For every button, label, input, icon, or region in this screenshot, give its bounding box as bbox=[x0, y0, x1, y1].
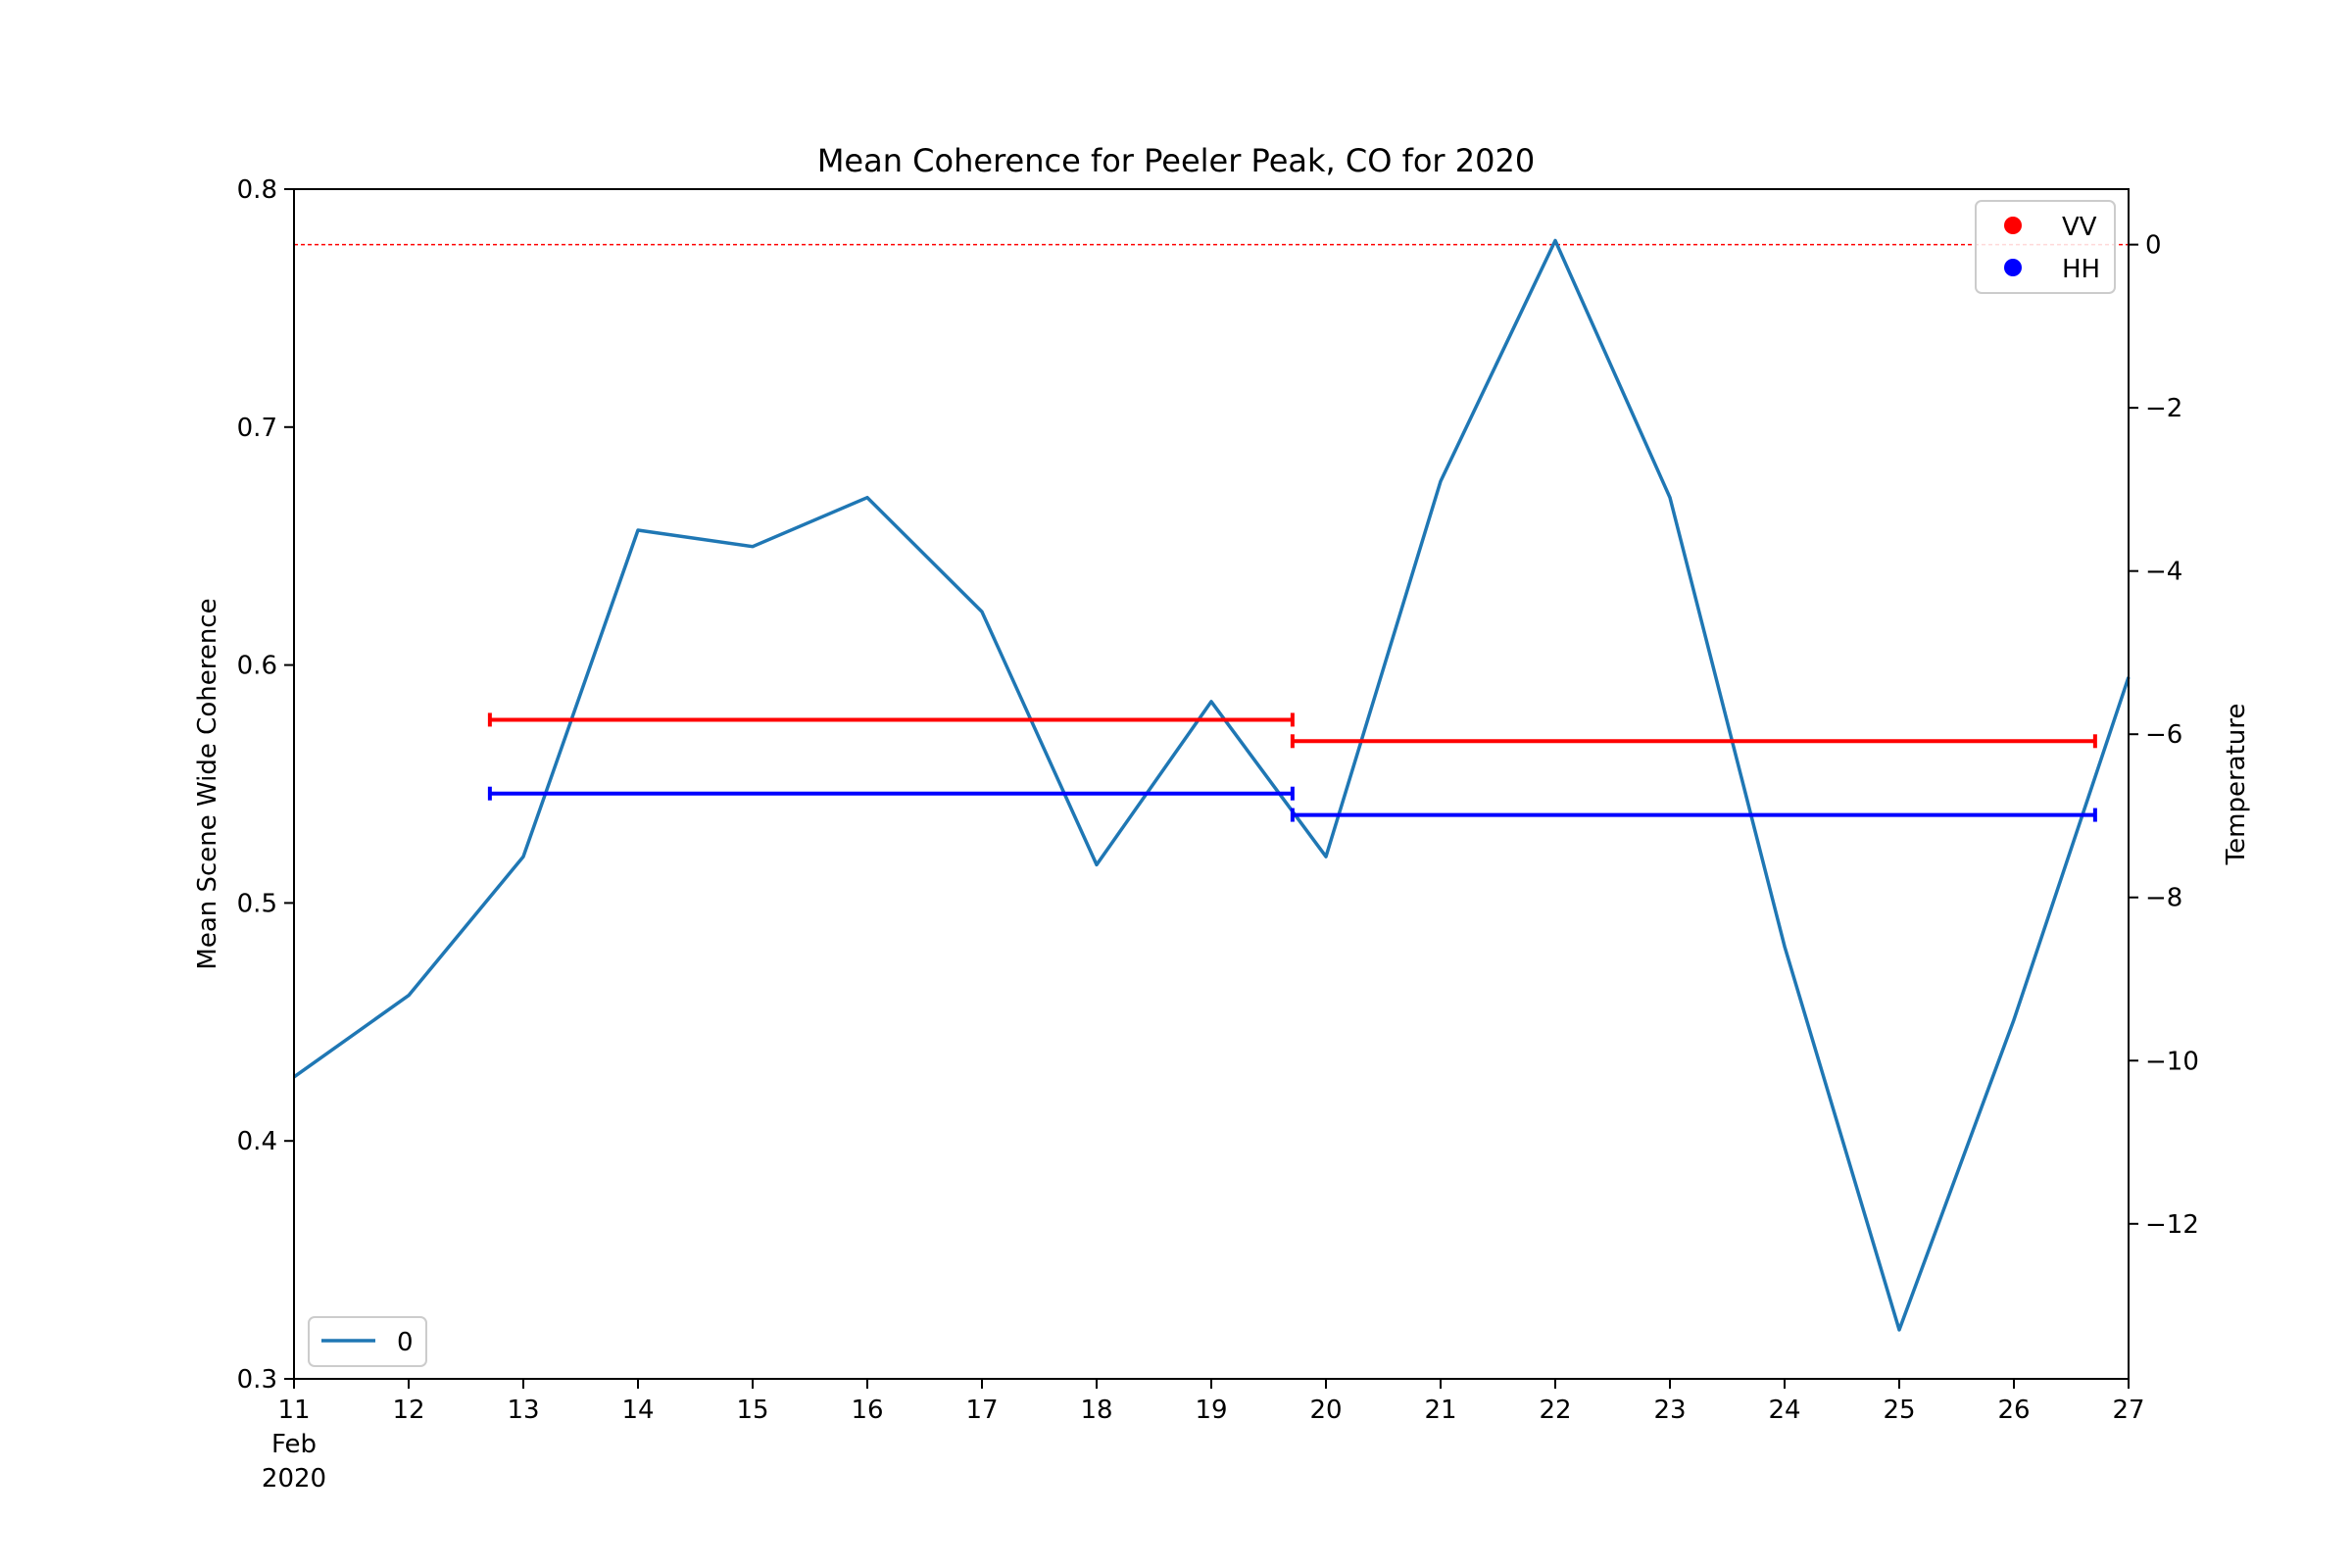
interval-hh bbox=[487, 786, 1295, 801]
interval-hh bbox=[1290, 808, 2097, 822]
y-axis-label-left: Mean Scene Wide Coherence bbox=[193, 598, 222, 969]
x-tick-label: 18 bbox=[1080, 1396, 1112, 1425]
y-axis-label-right: Temperature bbox=[2222, 704, 2251, 866]
y-tick-label-right: −12 bbox=[2145, 1210, 2199, 1240]
y-tick-label-left: 0.4 bbox=[237, 1127, 277, 1156]
x-tick-label: 22 bbox=[1539, 1396, 1571, 1425]
y-tick-label-right: −2 bbox=[2145, 394, 2182, 423]
temperature-series-line bbox=[292, 238, 2131, 1332]
y-tick-label-right: −10 bbox=[2145, 1047, 2199, 1076]
x-tick-label: 26 bbox=[1997, 1396, 2030, 1425]
y-tick-label-right: 0 bbox=[2145, 231, 2162, 261]
x-tick-label: 15 bbox=[736, 1396, 768, 1425]
y-tick-label-left: 0.5 bbox=[237, 889, 277, 918]
x-tick-label: 12 bbox=[392, 1396, 424, 1425]
x-tick-label: 2020 bbox=[262, 1464, 326, 1494]
interval-vv bbox=[1290, 734, 2097, 749]
x-tick-label: 16 bbox=[851, 1396, 883, 1425]
y-tick-label-left: 0.8 bbox=[237, 175, 277, 205]
legend-label: VV bbox=[2062, 213, 2097, 242]
legend-label: HH bbox=[2062, 255, 2100, 284]
x-tick-label: 19 bbox=[1195, 1396, 1227, 1425]
y-tick-label-left: 0.7 bbox=[237, 414, 277, 443]
x-tick-label: 11 bbox=[277, 1396, 310, 1425]
x-tick-label: 24 bbox=[1768, 1396, 1800, 1425]
legend-marker-vv bbox=[2004, 217, 2022, 234]
x-tick-label: 14 bbox=[621, 1396, 654, 1425]
chart-title: Mean Coherence for Peeler Peak, CO for 2… bbox=[817, 142, 1535, 179]
x-tick-label: Feb bbox=[271, 1430, 317, 1459]
x-tick-label: 23 bbox=[1653, 1396, 1686, 1425]
legend-lower-left: 0 bbox=[308, 1316, 427, 1367]
x-tick-label: 17 bbox=[965, 1396, 998, 1425]
y-tick-label-right: −6 bbox=[2145, 720, 2182, 750]
x-tick-label: 27 bbox=[2112, 1396, 2144, 1425]
y-tick-label-left: 0.3 bbox=[237, 1365, 277, 1395]
legend-upper-right: VV HH bbox=[1975, 200, 2116, 294]
x-tick-label: 13 bbox=[507, 1396, 539, 1425]
legend-marker-hh bbox=[2004, 259, 2022, 276]
plot-area: 11 Feb 2020 12 13 14 15 16 17 18 19 20 21 22 23 24 25 26 2… bbox=[237, 175, 2199, 1494]
y-tick-label-left: 0.6 bbox=[237, 652, 277, 681]
x-tick-label: 20 bbox=[1309, 1396, 1342, 1425]
x-tick-label: 25 bbox=[1883, 1396, 1915, 1425]
x-tick-label: 21 bbox=[1424, 1396, 1456, 1425]
interval-vv bbox=[487, 712, 1295, 727]
y-tick-label-right: −4 bbox=[2145, 558, 2182, 587]
y-tick-label-right: −8 bbox=[2145, 884, 2182, 913]
legend-label: 0 bbox=[397, 1328, 414, 1357]
